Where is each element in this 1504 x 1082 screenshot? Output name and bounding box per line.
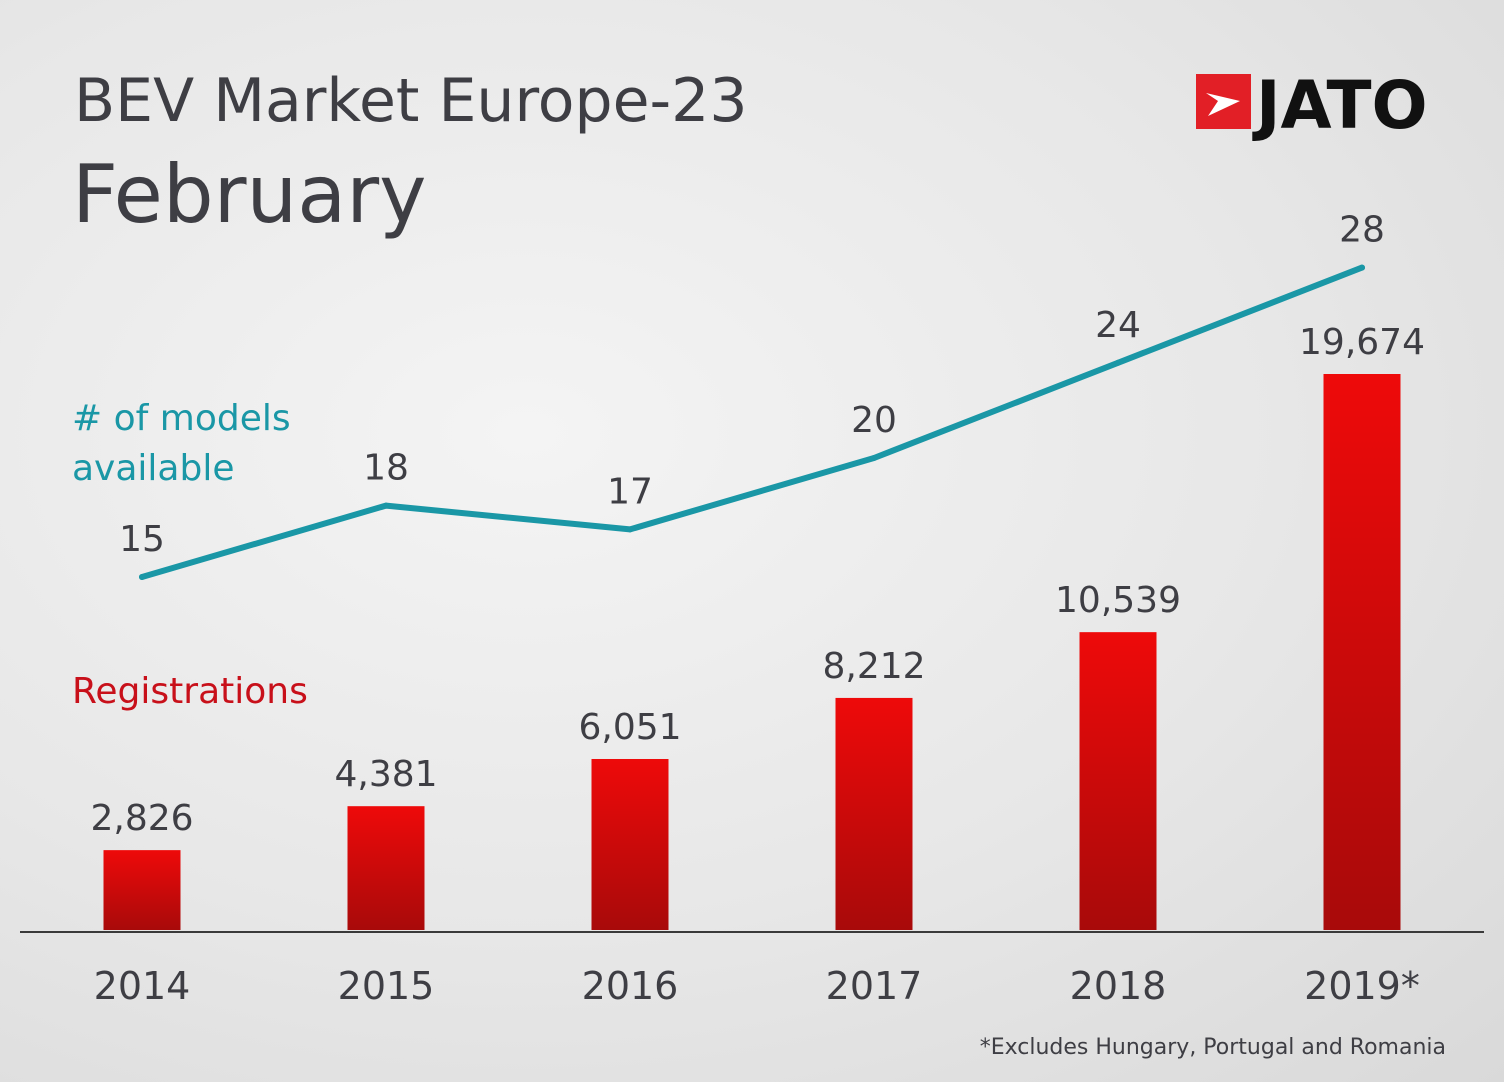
- bar-2018: [1079, 632, 1157, 930]
- line-series-label-line-1: # of models: [72, 398, 291, 439]
- bar-2017: [835, 697, 913, 930]
- x-tick-label: 2014: [94, 964, 191, 1008]
- bar-value-label: 2,826: [90, 798, 193, 839]
- bar-2019*: [1323, 374, 1401, 930]
- bar-series-label: Registrations: [72, 671, 308, 712]
- x-tick-label: 2015: [338, 964, 435, 1008]
- chart-title: BEV Market Europe-23: [74, 66, 748, 136]
- footnote: *Excludes Hungary, Portugal and Romania: [980, 1035, 1446, 1060]
- line-point: [1115, 359, 1121, 366]
- line-value-label: 20: [851, 400, 897, 441]
- line-series-label-line-2: available: [72, 448, 235, 489]
- line-value-labels: 15 18 17 20 24 28: [119, 210, 1385, 560]
- jato-logo-text: JATO: [1252, 67, 1428, 144]
- bar-value-labels: 2,826 4,381 6,051 8,212 10,539 19,674: [90, 322, 1425, 839]
- line-value-label: 28: [1339, 210, 1385, 251]
- line-point: [871, 455, 877, 461]
- bar-group: [103, 374, 1401, 930]
- bar-value-label: 8,212: [822, 646, 925, 687]
- line-value-label: 24: [1095, 305, 1141, 346]
- line-point: [1359, 264, 1365, 271]
- x-axis-tick-labels: 2014 2015 2016 2017 2018 2019*: [94, 964, 1420, 1008]
- bar-value-label: 10,539: [1055, 580, 1181, 621]
- line-value-label: 15: [119, 519, 165, 560]
- bar-2016: [591, 758, 669, 930]
- chart-subtitle: February: [72, 148, 427, 241]
- line-point: [383, 502, 389, 509]
- x-tick-label: 2017: [826, 964, 923, 1008]
- bar-value-label: 19,674: [1299, 322, 1425, 363]
- line-point: [627, 526, 633, 533]
- jato-logo: JATO: [1196, 67, 1428, 144]
- bar-value-label: 4,381: [334, 754, 437, 795]
- line-value-label: 17: [607, 471, 653, 512]
- bar-2014: [103, 850, 181, 930]
- line-group: [139, 264, 1365, 580]
- bar-value-label: 6,051: [578, 707, 681, 748]
- jato-logo-arrow-icon: [1206, 93, 1240, 116]
- x-tick-label: 2019*: [1304, 964, 1420, 1008]
- x-tick-label: 2018: [1070, 964, 1167, 1008]
- bar-2015: [347, 806, 425, 930]
- line-value-label: 18: [363, 448, 409, 489]
- models-line: [139, 264, 1365, 580]
- line-point: [139, 574, 145, 580]
- x-tick-label: 2016: [582, 964, 679, 1008]
